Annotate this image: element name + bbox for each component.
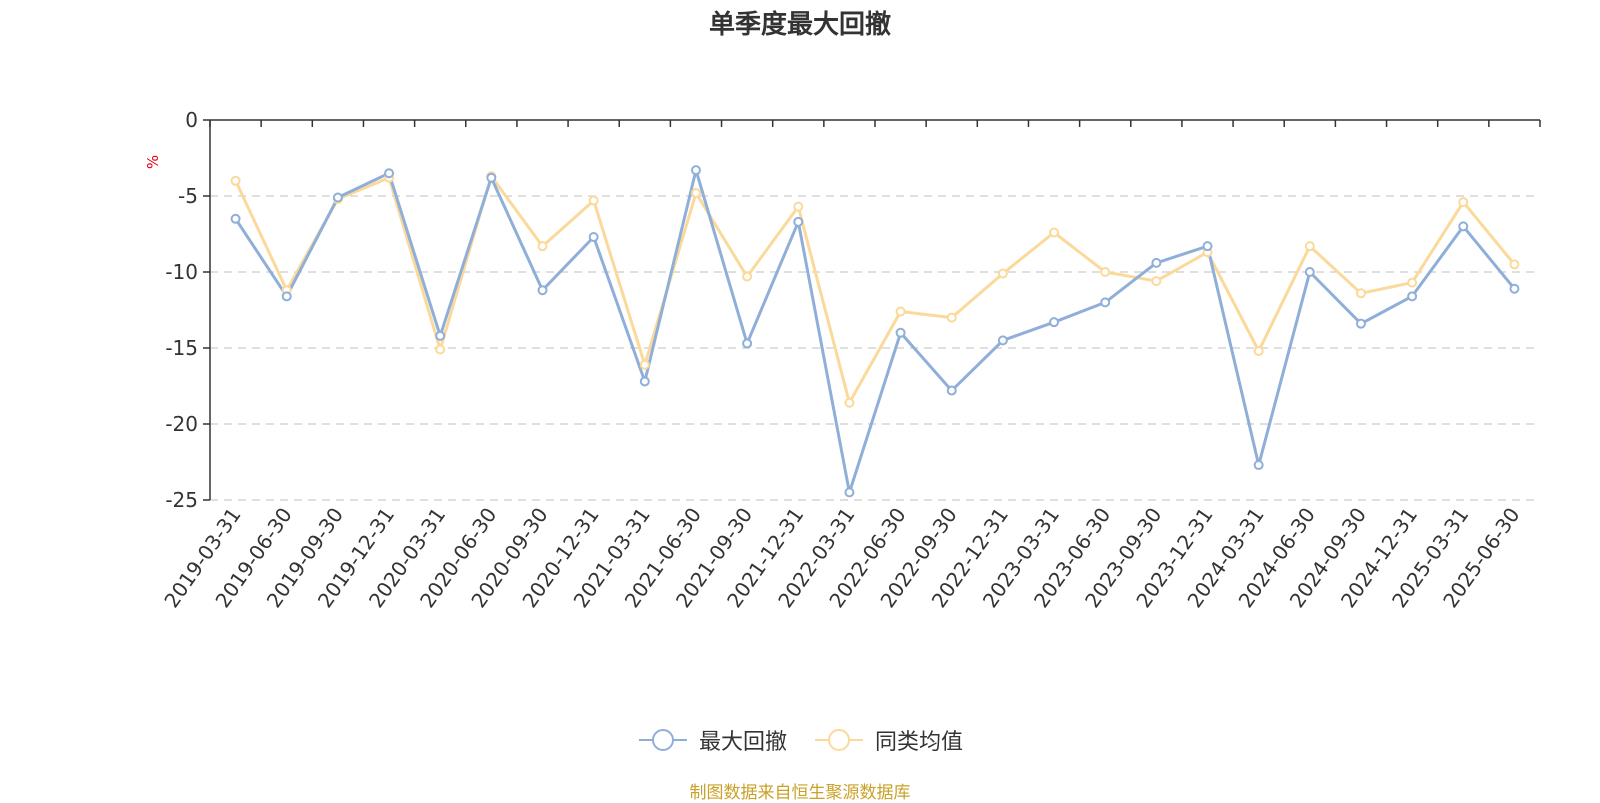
data-point-series-1[interactable] xyxy=(332,192,343,203)
series-lines xyxy=(230,165,1520,498)
y-axis-unit-label: % xyxy=(144,155,162,169)
source-note: 制图数据来自恒生聚源数据库 xyxy=(689,783,911,803)
y-tick-label: 0 xyxy=(185,108,198,132)
data-point-series-2[interactable] xyxy=(1253,346,1264,357)
data-point-series-1[interactable] xyxy=(537,285,548,296)
grid-lines xyxy=(210,195,1540,501)
data-point-series-2[interactable] xyxy=(1100,267,1111,277)
data-point-series-1[interactable] xyxy=(639,376,650,387)
data-point-series-1[interactable] xyxy=(844,487,855,498)
data-point-series-1[interactable] xyxy=(793,216,804,227)
data-point-series-2[interactable] xyxy=(1304,241,1315,252)
data-point-series-1[interactable] xyxy=(1202,241,1213,252)
data-point-series-2[interactable] xyxy=(1049,227,1060,238)
data-point-series-2[interactable] xyxy=(690,187,701,198)
data-point-series-2[interactable] xyxy=(895,306,906,317)
line-chart: % 0 -5 -10 -15 -20 -25 2019-03-312019-06-3020… xyxy=(144,108,1541,612)
y-tick-label: -5 xyxy=(178,184,198,208)
data-point-series-1[interactable] xyxy=(281,291,292,302)
data-point-series-1[interactable] xyxy=(1151,257,1162,268)
data-point-series-2[interactable] xyxy=(844,397,855,408)
data-point-series-1[interactable] xyxy=(486,172,497,183)
data-point-series-2[interactable] xyxy=(946,312,957,323)
data-point-series-1[interactable] xyxy=(1304,267,1315,277)
y-tick-label: -10 xyxy=(165,260,198,284)
data-point-series-2[interactable] xyxy=(588,195,599,206)
data-point-series-1[interactable] xyxy=(997,335,1008,346)
data-point-series-2[interactable] xyxy=(1458,197,1469,208)
data-point-series-1[interactable] xyxy=(435,330,446,341)
data-point-series-1[interactable] xyxy=(384,168,395,179)
x-tick-labels: 2019-03-312019-06-302019-09-302019-12-31… xyxy=(159,503,1524,612)
data-point-series-1[interactable] xyxy=(1407,291,1418,302)
y-tick-label: -20 xyxy=(165,412,198,436)
data-point-series-1[interactable] xyxy=(1458,221,1469,232)
y-tick-labels: 0 -5 -10 -15 -20 -25 xyxy=(165,108,198,512)
legend-marker-2 xyxy=(815,729,863,751)
chart-title: 单季度最大回撤 xyxy=(708,10,891,40)
data-point-series-2[interactable] xyxy=(997,268,1008,279)
data-point-series-2[interactable] xyxy=(1509,259,1520,270)
data-point-series-1[interactable] xyxy=(946,385,957,396)
data-point-series-2[interactable] xyxy=(639,359,650,370)
legend-label-2: 同类均值 xyxy=(875,730,964,755)
legend-item-series-1[interactable]: 最大回撤 xyxy=(637,724,787,756)
data-point-series-1[interactable] xyxy=(588,232,599,243)
data-point-series-2[interactable] xyxy=(435,344,446,355)
axes xyxy=(203,119,1541,501)
legend-label-1: 最大回撤 xyxy=(698,730,787,755)
series-line-2 xyxy=(234,174,1516,405)
data-point-series-2[interactable] xyxy=(230,175,241,186)
data-point-series-2[interactable] xyxy=(1407,277,1418,288)
data-point-series-2[interactable] xyxy=(1151,276,1162,287)
data-point-series-2[interactable] xyxy=(1355,288,1366,299)
data-point-series-1[interactable] xyxy=(895,327,906,338)
data-point-series-2[interactable] xyxy=(793,201,804,212)
data-point-series-1[interactable] xyxy=(1509,283,1520,294)
legend-marker-1 xyxy=(638,729,687,751)
legend-item-series-2[interactable]: 同类均值 xyxy=(813,724,963,756)
series-line-1 xyxy=(234,168,1516,494)
data-point-series-1[interactable] xyxy=(230,213,241,224)
data-point-series-1[interactable] xyxy=(1049,317,1060,328)
data-point-series-2[interactable] xyxy=(537,241,548,252)
data-point-series-1[interactable] xyxy=(742,338,753,349)
data-point-series-1[interactable] xyxy=(690,165,701,176)
legend: 最大回撤 同类均值 xyxy=(0,724,1600,756)
data-point-series-2[interactable] xyxy=(742,271,753,282)
y-tick-label: -25 xyxy=(165,488,198,512)
data-point-series-1[interactable] xyxy=(1355,318,1366,329)
data-point-series-1[interactable] xyxy=(1253,460,1264,471)
y-tick-label: -15 xyxy=(165,336,198,360)
data-point-series-1[interactable] xyxy=(1100,297,1111,308)
